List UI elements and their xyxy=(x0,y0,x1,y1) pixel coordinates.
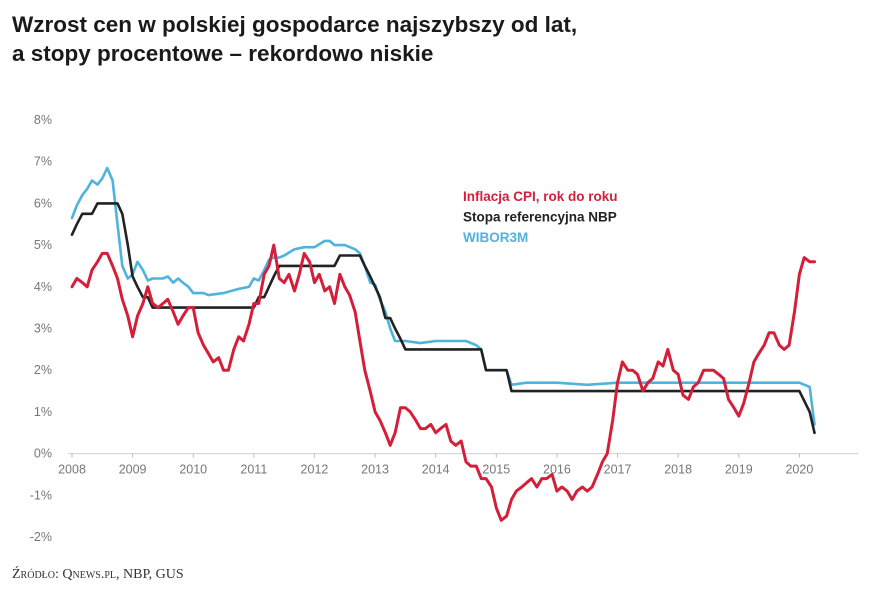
x-tick-label: 2016 xyxy=(543,463,571,477)
legend-item-inflacja-cpi: Inflacja CPI, rok do roku xyxy=(463,189,618,204)
x-tick-label: 2014 xyxy=(422,463,450,477)
x-tick-label: 2019 xyxy=(725,463,753,477)
x-tick-label: 2011 xyxy=(240,463,267,477)
y-tick-label: 4% xyxy=(34,280,52,294)
chart-title: Wzrost cen w polskiej gospodarce najszyb… xyxy=(12,10,577,68)
x-tick-label: 2012 xyxy=(301,463,329,477)
x-tick-label: 2008 xyxy=(58,463,86,477)
x-tick-label: 2020 xyxy=(785,463,813,477)
legend-item-stopa-nbp: Stopa referencyjna NBP xyxy=(463,210,617,225)
x-axis-ticks: 2008 2009 2010 2011 2012 2013 2014 2015 2016 2017… xyxy=(58,453,813,477)
y-tick-label: 7% xyxy=(34,155,52,169)
y-tick-label: -1% xyxy=(30,488,52,502)
y-tick-label: 8% xyxy=(34,113,52,127)
x-tick-label: 2010 xyxy=(179,463,207,477)
y-tick-label: 2% xyxy=(34,363,52,377)
x-tick-label: 2009 xyxy=(119,463,147,477)
y-tick-label: 1% xyxy=(34,405,52,419)
y-tick-label: 0% xyxy=(34,447,52,461)
title-line-1: Wzrost cen w polskiej gospodarce najszyb… xyxy=(12,12,578,37)
x-tick-label: 2015 xyxy=(482,463,510,477)
series-line-stopa-nbp xyxy=(70,202,816,435)
x-tick-label: 2018 xyxy=(664,463,692,477)
x-tick-label: 2013 xyxy=(361,463,389,477)
y-tick-label: 6% xyxy=(34,196,52,210)
title-line-2: a stopy procentowe – rekordowo niskie xyxy=(12,41,434,66)
legend: Inflacja CPI, rok do roku Stopa referency… xyxy=(463,189,618,245)
y-tick-label: 5% xyxy=(34,238,52,252)
series-line-wibor3m xyxy=(70,166,816,426)
legend-item-wibor3m: WIBOR3M xyxy=(463,230,528,245)
series-line-inflacja-cpi xyxy=(70,243,816,522)
series-lines xyxy=(70,166,816,522)
y-tick-label: -2% xyxy=(30,530,52,544)
source-note: Źródło: Qnews.pl, NBP, GUS xyxy=(12,567,184,582)
y-tick-label: 3% xyxy=(34,322,52,336)
y-axis-ticks: -2% -1% 0% 1% 2% 3% 4% 5% 6% 7% 8% xyxy=(30,113,52,544)
x-tick-label: 2017 xyxy=(604,463,632,477)
